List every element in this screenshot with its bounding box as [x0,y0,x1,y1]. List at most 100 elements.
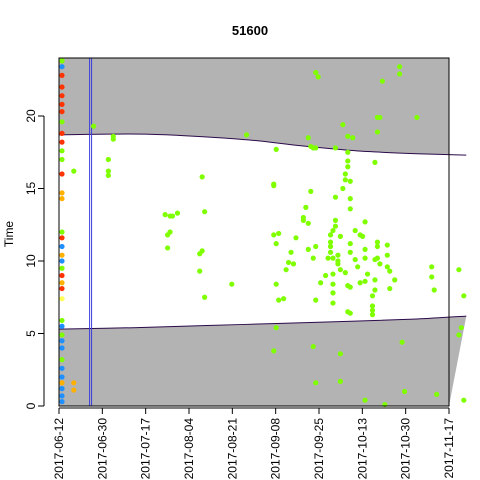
data-point [332,223,339,229]
data-point [384,252,390,258]
x-tick-label: 2017-06-30 [95,418,109,480]
data-point [352,227,358,234]
data-point [315,74,321,80]
data-point [310,255,316,261]
data-point [59,243,65,250]
data-point [429,274,435,280]
data-point [229,281,235,287]
data-point [340,122,346,128]
data-point [332,145,339,151]
data-point [285,259,292,266]
data-point [273,281,279,287]
data-point [332,194,339,200]
data-point [59,235,65,241]
data-point [392,277,398,283]
data-point [71,168,77,174]
upper-boundary-line [58,133,467,156]
data-point [362,246,368,252]
data-point [59,252,65,258]
lower-boundary-line [58,315,467,330]
data-point [59,64,65,70]
y-tick-label: 5 [24,330,38,337]
data-point [337,351,343,357]
data-point [330,227,336,234]
data-point [461,397,467,403]
data-point [327,239,334,245]
x-tick-label: 2017-08-04 [182,418,196,480]
x-tick-label: 2017-09-25 [312,418,326,480]
data-point [369,307,376,313]
data-point [59,332,65,338]
data-point [202,294,208,300]
data-point [59,323,65,329]
data-point [414,114,420,121]
data-point [345,133,351,139]
data-point [276,230,282,237]
data-point [59,130,65,136]
data-point [59,156,65,163]
data-point [59,296,65,302]
data-point [362,278,368,284]
data-point [342,270,348,276]
data-point [337,233,343,239]
data-point [288,249,294,255]
data-point [59,380,65,386]
data-point [105,168,111,174]
data-point [59,196,65,202]
data-point [431,287,437,293]
data-point [59,393,65,399]
data-point [273,241,279,247]
data-point [59,317,65,324]
lower-shaded-region [59,316,467,406]
data-point [372,277,378,283]
data-point [456,267,462,273]
data-point [345,283,351,289]
data-point [458,325,464,331]
data-point [59,285,65,292]
data-point [243,132,250,138]
data-point [397,71,403,77]
data-point [322,272,329,279]
upper-shaded-region [59,58,467,156]
data-point [401,388,408,395]
data-point [327,232,334,238]
data-point [347,178,353,184]
data-point [293,235,299,241]
axes: 0 5 10 15 20 2017-06-12 2017-06-30 2017-07-17 20… [24,57,456,480]
data-point [330,300,336,306]
data-point [332,217,339,223]
data-point [327,243,334,250]
x-tick-label: 2017-08-21 [225,418,239,480]
chart-title: 51600 [232,23,268,38]
data-point [90,123,97,129]
data-point [71,387,77,393]
data-point [327,249,334,255]
data-point [456,332,462,338]
data-point [337,378,343,384]
data-point [342,171,348,177]
data-point [162,212,168,218]
data-point [59,84,65,90]
data-point [342,177,348,183]
data-point [347,241,353,247]
data-point [59,338,65,344]
data-point [59,272,65,279]
data-point [271,348,277,354]
data-point [374,129,381,135]
data-point [59,171,65,177]
y-tick-label: 20 [24,109,38,123]
data-point [59,357,65,363]
data-point [305,135,311,141]
data-point [330,290,336,296]
data-point [374,239,381,245]
data-point [165,245,171,251]
data-point [305,220,311,226]
data-point [276,297,282,303]
plot-area [58,58,467,408]
data-point [313,243,319,250]
data-point [59,374,65,380]
data-point [59,399,65,405]
data-point [313,380,319,386]
data-point [372,287,378,293]
data-point [105,172,111,179]
